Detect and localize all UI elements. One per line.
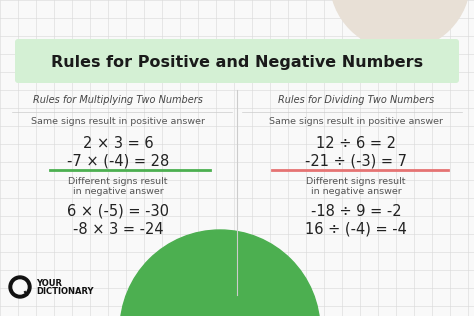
Text: DICTIONARY: DICTIONARY [36,288,93,296]
FancyBboxPatch shape [15,39,459,83]
Circle shape [9,276,31,298]
Circle shape [120,230,320,316]
Text: 6 × (-5) = -30: 6 × (-5) = -30 [67,204,169,218]
Text: Different signs result: Different signs result [68,177,168,185]
Text: -8 × 3 = -24: -8 × 3 = -24 [73,222,164,236]
Text: -21 ÷ (-3) = 7: -21 ÷ (-3) = 7 [305,154,407,168]
Text: 2 × 3 = 6: 2 × 3 = 6 [82,136,153,150]
Text: 16 ÷ (-4) = -4: 16 ÷ (-4) = -4 [305,222,407,236]
Text: in negative answer: in negative answer [73,186,164,196]
Text: in negative answer: in negative answer [310,186,401,196]
Text: Same signs result in positive answer: Same signs result in positive answer [269,118,443,126]
Text: Rules for Multiplying Two Numbers: Rules for Multiplying Two Numbers [33,95,203,105]
Text: YOUR: YOUR [36,278,62,288]
Text: Same signs result in positive answer: Same signs result in positive answer [31,118,205,126]
Text: -7 × (-4) = 28: -7 × (-4) = 28 [67,154,169,168]
Text: Rules for Positive and Negative Numbers: Rules for Positive and Negative Numbers [51,56,423,70]
Text: 12 ÷ 6 = 2: 12 ÷ 6 = 2 [316,136,396,150]
Circle shape [13,280,27,294]
Text: Different signs result: Different signs result [306,177,406,185]
Text: Rules for Dividing Two Numbers: Rules for Dividing Two Numbers [278,95,434,105]
Circle shape [330,0,470,50]
Text: -18 ÷ 9 = -2: -18 ÷ 9 = -2 [310,204,401,218]
